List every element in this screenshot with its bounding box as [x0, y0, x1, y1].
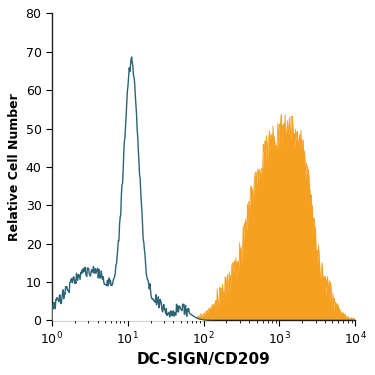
X-axis label: DC-SIGN/CD209: DC-SIGN/CD209: [136, 352, 270, 367]
Y-axis label: Relative Cell Number: Relative Cell Number: [8, 93, 21, 241]
